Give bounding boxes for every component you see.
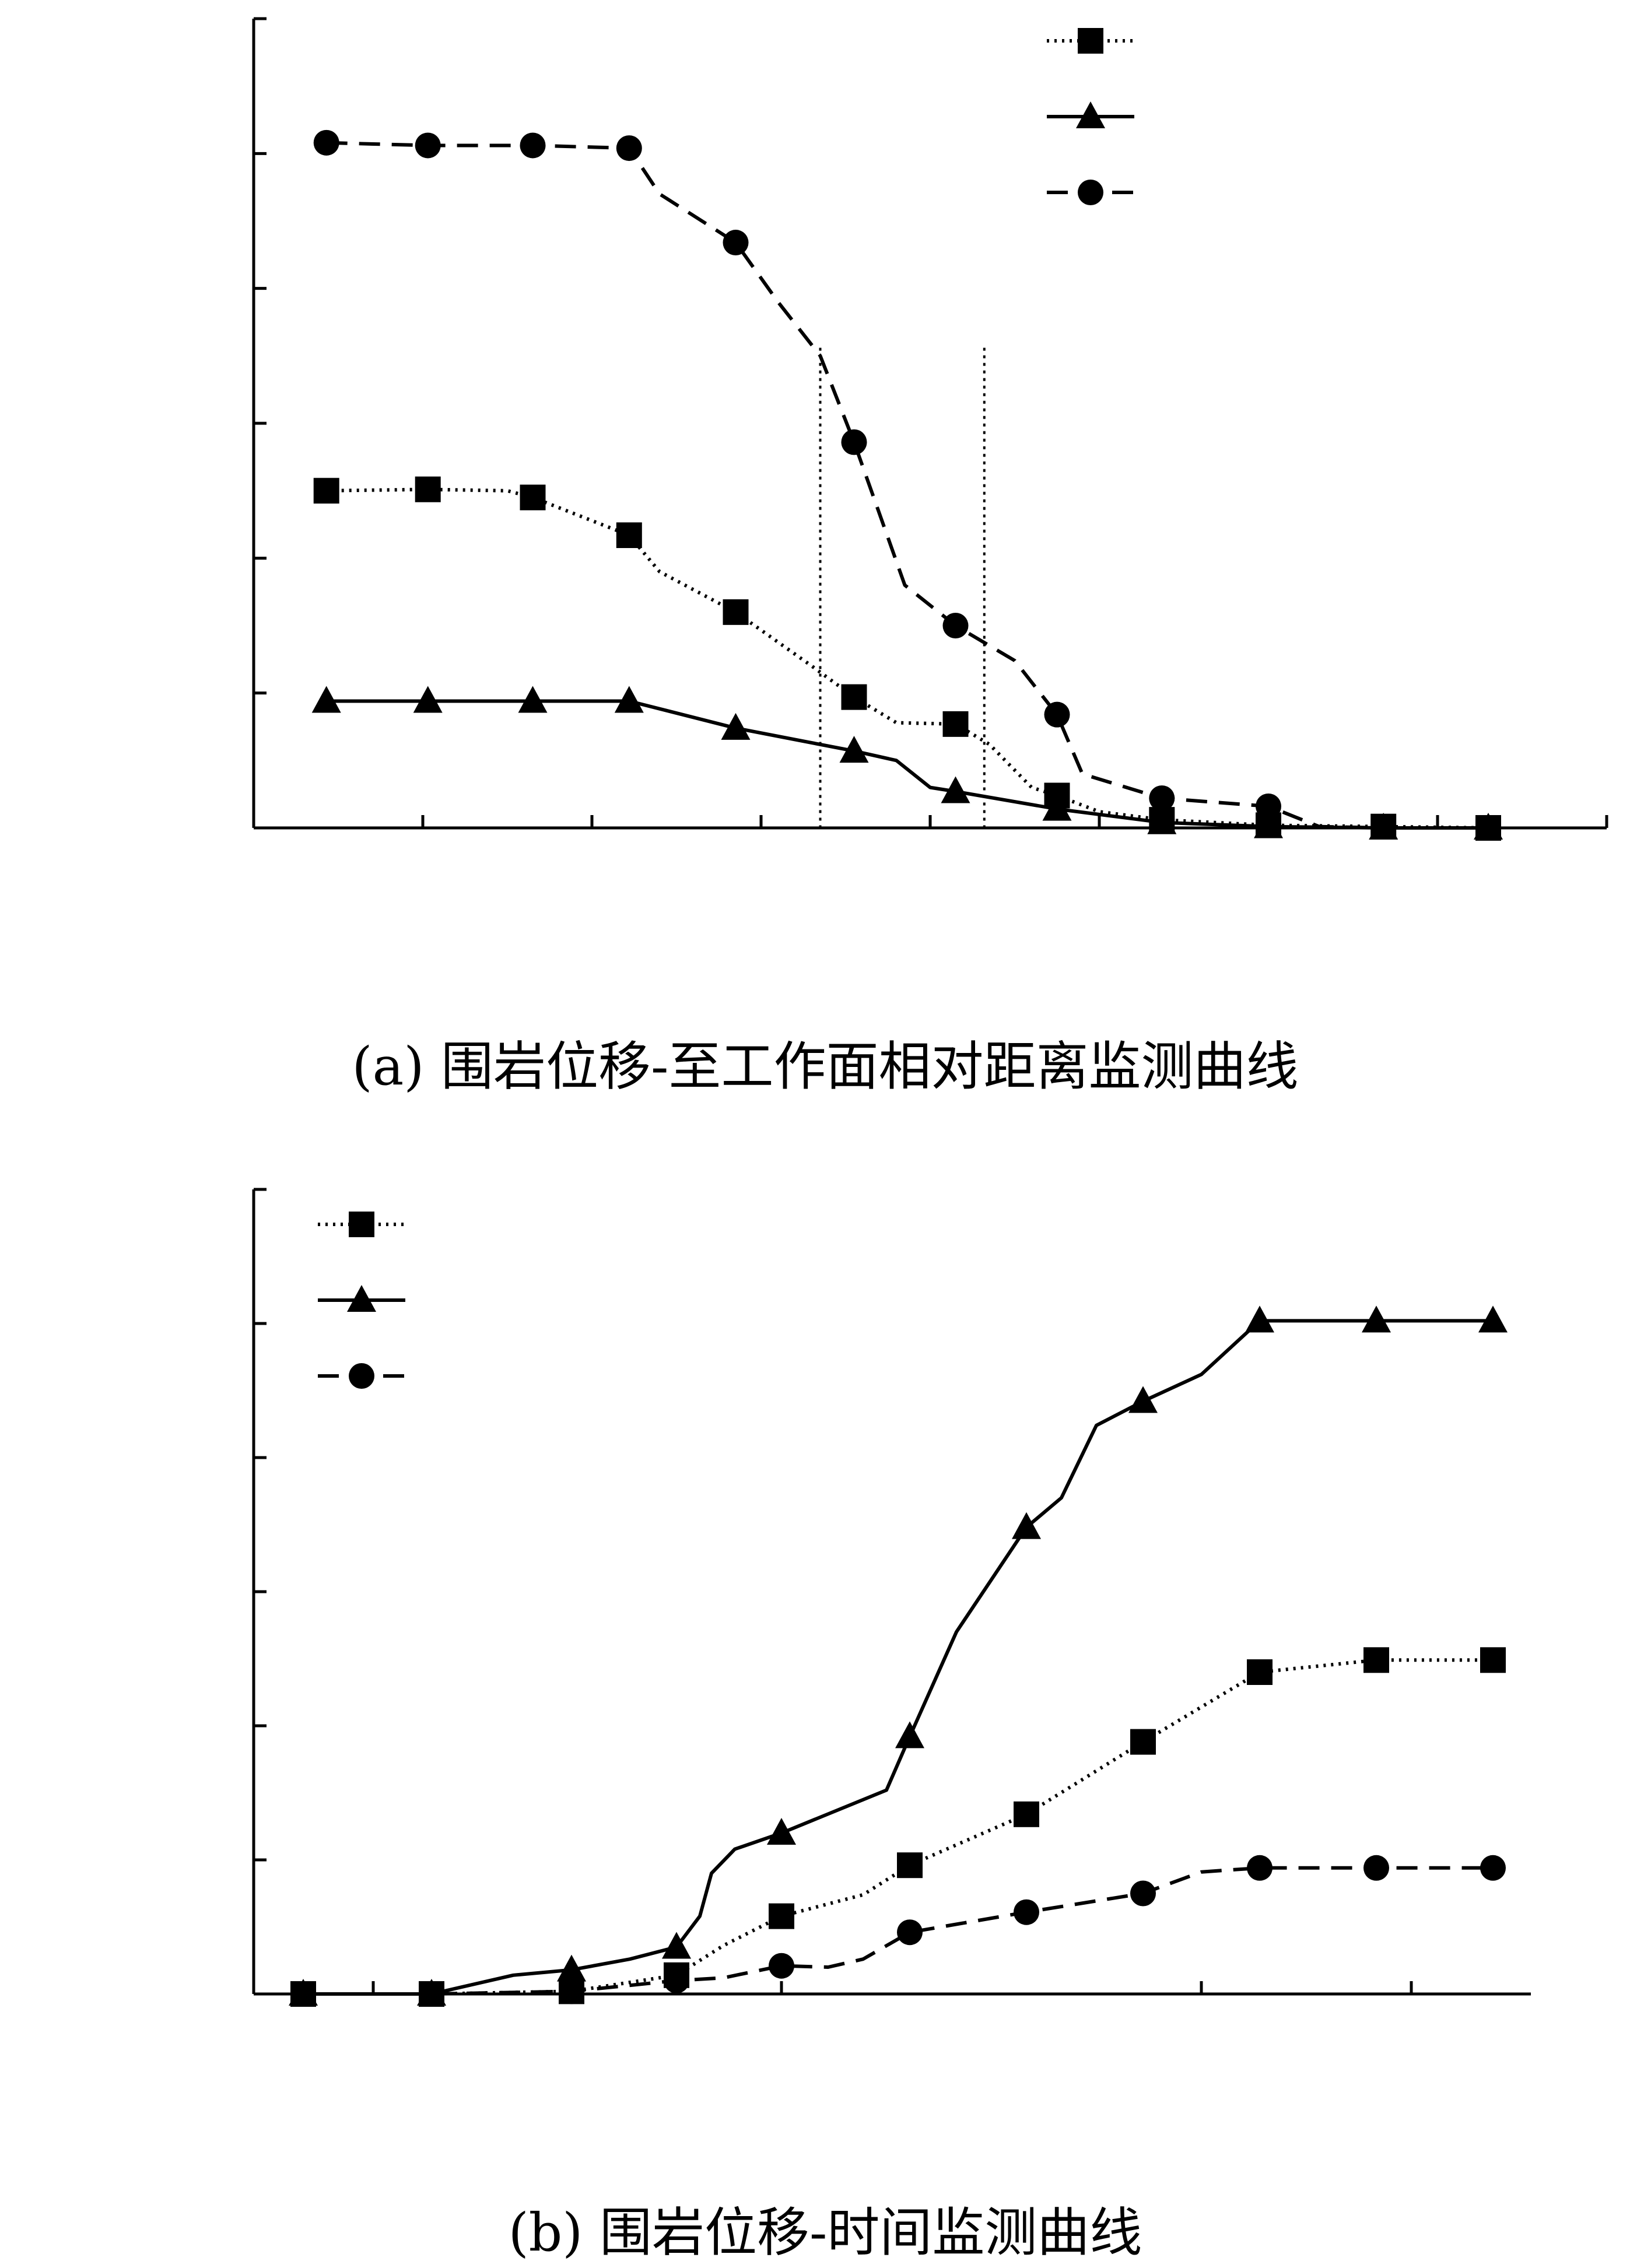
- triangle-marker: [1254, 811, 1283, 838]
- circle-marker: [1130, 1880, 1156, 1907]
- circle-marker: [419, 1981, 444, 2007]
- series-line: [326, 699, 1488, 830]
- series-1: [290, 1647, 1506, 2007]
- triangle-marker: [557, 1954, 586, 1982]
- circle-marker: [1363, 1855, 1389, 1881]
- triangle-marker: [614, 686, 644, 713]
- circle-marker: [290, 1981, 316, 2007]
- triangle-marker: [413, 686, 443, 713]
- caption-b: (b) 围岩位移-时间监测曲线: [509, 2202, 1142, 2263]
- circle-marker: [559, 1978, 584, 2004]
- series-2: [289, 1305, 1508, 2006]
- series-line: [326, 487, 1489, 830]
- triangle-marker: [1245, 1305, 1274, 1333]
- circle-marker: [1256, 793, 1281, 819]
- series-line: [303, 1658, 1493, 1996]
- circle-marker: [664, 1968, 689, 1993]
- triangle-marker: [721, 712, 751, 740]
- square-marker: [415, 476, 441, 503]
- circle-marker: [415, 132, 441, 159]
- series-line: [303, 1866, 1493, 1996]
- circle-marker: [723, 230, 749, 256]
- triangle-marker: [311, 686, 341, 713]
- series-1: [313, 476, 1501, 841]
- square-marker: [616, 522, 642, 549]
- triangle-marker: [1012, 1512, 1041, 1539]
- legend-triangle-marker: [1076, 101, 1105, 128]
- square-marker: [1247, 1659, 1273, 1685]
- legend-circle-marker: [1078, 180, 1103, 205]
- series-2: [311, 686, 1503, 840]
- circle-marker: [897, 1919, 923, 1946]
- triangle-marker: [1128, 1386, 1158, 1413]
- chart-b: [252, 1188, 1531, 2007]
- triangle-marker: [1147, 807, 1177, 834]
- circle-marker: [769, 1953, 794, 1979]
- circle-marker: [942, 613, 969, 638]
- triangle-marker: [1478, 1305, 1508, 1333]
- circle-marker: [313, 129, 339, 156]
- series-3: [313, 129, 1488, 830]
- square-marker: [1014, 1801, 1039, 1827]
- triangle-marker: [518, 686, 548, 713]
- triangle-marker: [662, 1932, 691, 1959]
- series-3: [290, 1855, 1506, 2007]
- series-line: [326, 141, 1488, 830]
- circle-marker: [1480, 1855, 1506, 1881]
- circle-marker: [616, 135, 642, 162]
- legend-square-marker: [1078, 28, 1103, 54]
- triangle-marker: [941, 776, 970, 803]
- circle-marker: [1014, 1899, 1039, 1925]
- square-marker: [723, 599, 749, 625]
- square-marker: [769, 1903, 794, 1929]
- circle-marker: [1149, 785, 1175, 812]
- square-marker: [1363, 1647, 1389, 1673]
- legend-circle-marker: [349, 1363, 374, 1389]
- square-marker: [313, 478, 339, 504]
- triangle-marker: [1362, 1305, 1391, 1333]
- legend-triangle-marker: [347, 1285, 376, 1312]
- square-marker: [1130, 1729, 1156, 1755]
- square-marker: [1480, 1647, 1506, 1673]
- square-marker: [897, 1852, 923, 1879]
- square-marker: [841, 684, 867, 710]
- circle-marker: [520, 132, 546, 159]
- triangle-marker: [839, 736, 869, 763]
- square-marker: [942, 711, 969, 737]
- triangle-marker: [895, 1721, 924, 1749]
- legend-square-marker: [349, 1212, 374, 1237]
- series-line: [303, 1319, 1493, 1996]
- circle-marker: [841, 429, 867, 455]
- caption-a: (a) 围岩位移-至工作面相对距离监测曲线: [352, 1036, 1299, 1097]
- legend: [318, 1212, 405, 1389]
- legend: [1047, 28, 1134, 205]
- triangle-marker: [767, 1818, 796, 1845]
- triangle-marker: [1042, 794, 1072, 821]
- chart-a: [252, 17, 1608, 841]
- square-marker: [520, 485, 546, 511]
- circle-marker: [1044, 701, 1070, 728]
- circle-marker: [1247, 1855, 1273, 1881]
